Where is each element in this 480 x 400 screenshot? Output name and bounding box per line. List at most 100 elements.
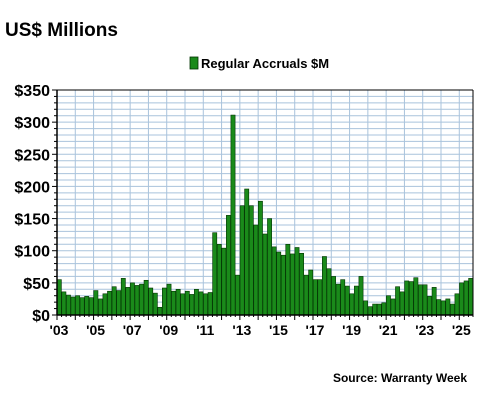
bar — [454, 293, 460, 316]
bar — [344, 285, 350, 316]
bar — [312, 279, 318, 316]
bar — [258, 200, 263, 316]
bar — [111, 286, 117, 316]
axes — [52, 89, 474, 320]
x-tick-label: '19 — [342, 322, 361, 338]
bar — [413, 277, 419, 316]
bar — [66, 294, 71, 316]
bar — [322, 256, 327, 316]
bar — [317, 279, 323, 316]
bar — [308, 269, 314, 316]
x-tick-label: '17 — [306, 322, 325, 338]
bar — [152, 292, 158, 316]
bar — [180, 293, 186, 316]
bar — [212, 232, 218, 316]
y-tick-labels: $0 $50 $100 $150 $200 $250 $300 $350 — [14, 83, 50, 325]
bar — [221, 247, 227, 316]
legend: Regular Accruals $M — [189, 56, 329, 71]
x-tick-label: '03 — [50, 322, 69, 338]
bar — [440, 300, 446, 316]
bar — [285, 243, 291, 316]
bar — [189, 294, 195, 316]
bar — [404, 280, 410, 316]
bar — [93, 290, 99, 316]
bar — [203, 293, 208, 316]
bar — [445, 298, 451, 316]
bar — [450, 303, 455, 316]
bar — [372, 303, 378, 316]
y-tick-label: $250 — [14, 147, 50, 164]
bar — [239, 205, 245, 316]
bar — [358, 276, 364, 316]
x-tick-label: '23 — [415, 322, 434, 338]
bar — [340, 279, 346, 316]
y-tick-label: $350 — [14, 83, 50, 100]
bar — [459, 282, 464, 316]
bar — [235, 274, 240, 316]
bar — [61, 291, 67, 316]
bar — [427, 296, 432, 316]
x-tick-labels: '03 '05 '07 '09 '11 '13 '15 '17 '19 '21 '23 '25 — [50, 322, 471, 338]
x-tick-label: '15 — [269, 322, 288, 338]
bar — [207, 292, 213, 316]
bar — [326, 268, 332, 316]
x-tick-label: '11 — [196, 322, 214, 338]
bar — [386, 295, 391, 316]
bar — [139, 283, 144, 316]
y-tick-label: $200 — [14, 179, 50, 196]
bar — [294, 247, 300, 316]
bar — [276, 251, 282, 316]
bar — [395, 286, 400, 316]
bar — [70, 296, 76, 316]
bar — [157, 306, 163, 316]
bar — [354, 285, 359, 316]
y-tick-label: $150 — [14, 212, 50, 229]
bar — [56, 279, 62, 316]
bar — [184, 290, 190, 316]
bar — [363, 300, 368, 316]
bar — [230, 114, 236, 316]
bar — [175, 288, 181, 316]
legend-swatch — [189, 56, 199, 70]
bar — [216, 243, 222, 316]
bar — [335, 283, 341, 316]
bar — [120, 278, 126, 316]
y-tick-label: $50 — [23, 276, 50, 293]
source-note: Source: Warranty Week — [333, 371, 467, 385]
bar — [381, 302, 387, 316]
bar — [84, 296, 90, 316]
bar — [390, 298, 396, 316]
bar — [148, 287, 154, 316]
bar — [422, 284, 428, 316]
bar — [299, 252, 304, 316]
bar — [244, 188, 250, 316]
bar — [116, 290, 122, 316]
bar — [166, 283, 172, 316]
bar — [102, 293, 108, 316]
bar — [418, 284, 423, 316]
bar — [143, 279, 149, 316]
bar — [198, 291, 204, 316]
y-tick-label: $100 — [14, 244, 50, 261]
legend-label: Regular Accruals $M — [201, 56, 329, 71]
bar — [253, 224, 259, 316]
bar — [130, 282, 135, 316]
bar — [262, 233, 268, 316]
bar — [194, 288, 199, 316]
bar — [107, 290, 112, 316]
bar — [376, 303, 382, 316]
x-tick-label: '05 — [86, 322, 105, 338]
y-tick-label: $0 — [32, 308, 50, 325]
bar — [436, 299, 442, 316]
bar — [226, 215, 231, 316]
bar — [349, 293, 355, 316]
bar — [79, 297, 85, 316]
bar — [290, 253, 295, 316]
bar — [134, 285, 140, 316]
y-tick-label: $300 — [14, 115, 50, 132]
bar — [431, 287, 437, 316]
bar — [463, 280, 469, 316]
bar — [248, 205, 254, 316]
bar — [75, 295, 80, 316]
